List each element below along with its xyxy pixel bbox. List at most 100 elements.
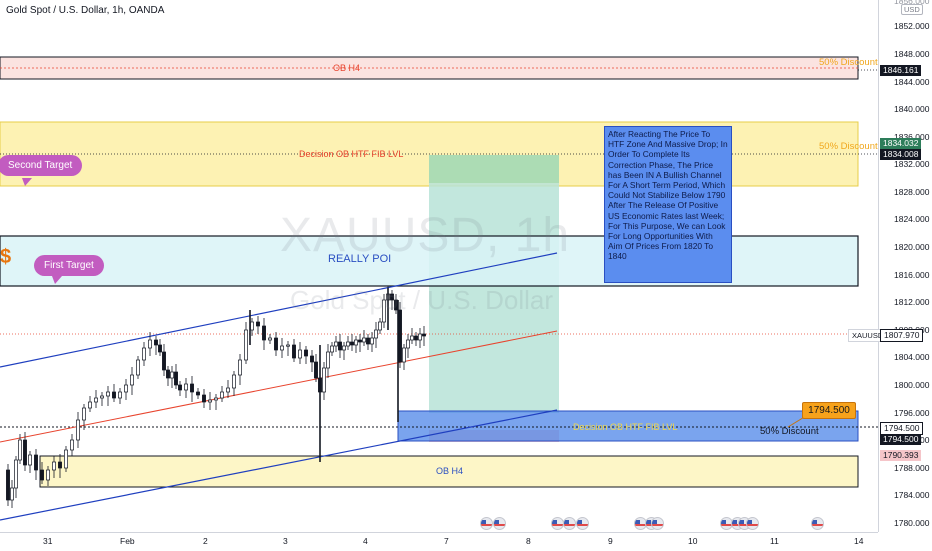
candle-body [10, 487, 14, 501]
candlestick-series[interactable] [6, 286, 426, 508]
candle-body [382, 299, 386, 323]
time-tick: 4 [363, 536, 368, 546]
chart-title: Gold Spot / U.S. Dollar, 1h, OANDA [6, 5, 165, 16]
candle-body [6, 469, 10, 501]
candle-body [14, 459, 18, 489]
candle-body [58, 461, 62, 469]
candle-body [374, 329, 378, 339]
candle-body [322, 367, 326, 393]
candle-body [410, 335, 414, 341]
candle-body [286, 344, 290, 347]
really-poi-label: REALLY POI [328, 253, 392, 265]
candle-body [106, 391, 110, 397]
us-flag-icon[interactable] [634, 517, 647, 530]
name-watermark: Gold Spot / U.S. Dollar [290, 285, 553, 315]
time-tick: 10 [688, 536, 698, 546]
first-target-bubble[interactable]: First Target [34, 255, 104, 276]
candle-body [304, 349, 308, 357]
price-tick: 1780.000 [894, 518, 930, 528]
candle-body [418, 333, 422, 341]
ob-h4-bottom-zone[interactable] [39, 455, 859, 488]
time-tick: 8 [526, 536, 531, 546]
channel-mid-line[interactable] [0, 330, 558, 443]
candle-body [174, 371, 178, 386]
decision-upper-discount: 50% Discount [819, 141, 878, 152]
time-tick: 11 [770, 536, 779, 546]
decision-upper-label: Decision OB HTF FIB LVL [299, 149, 404, 159]
channel-upper-line[interactable] [0, 252, 558, 368]
price-tag-fib-a: 1834.032 [880, 138, 922, 149]
candle-body [354, 339, 358, 346]
candle-body [250, 321, 254, 331]
candle-body [214, 397, 218, 401]
candle-body [292, 344, 296, 359]
currency-button[interactable]: USD [901, 4, 923, 15]
candle-body [390, 293, 394, 301]
ob-h4-bottom-label: OB H4 [436, 466, 464, 476]
candle-body [148, 339, 152, 349]
us-flag-icon[interactable] [493, 517, 506, 530]
candle-body [244, 329, 248, 361]
candle-body [310, 355, 314, 363]
price-tick: 1812.000 [894, 297, 930, 307]
price-tag-fib-b: 1834.008 [880, 149, 922, 160]
candle-body [154, 339, 158, 346]
candle-body [112, 391, 116, 399]
us-flag-icon[interactable] [551, 517, 564, 530]
candle-body [414, 335, 418, 341]
us-flag-icon[interactable] [811, 517, 824, 530]
candle-body [88, 401, 92, 409]
price-tag-current: 1807.970 [880, 329, 924, 342]
candle-body [40, 469, 44, 481]
decision-ob-lower-zone[interactable] [397, 410, 859, 442]
candle-body [280, 345, 284, 351]
price-tick: 1804.000 [894, 352, 930, 362]
second-target-bubble[interactable]: Second Target [0, 155, 83, 176]
candle-body [82, 407, 86, 421]
price-tick: 1852.000 [894, 21, 930, 31]
price-tick: 1824.000 [894, 214, 930, 224]
candle-body [190, 383, 194, 393]
candle-body [366, 337, 370, 345]
candle-body [76, 419, 80, 441]
symbol-watermark: XAUUSD, 1h [280, 209, 571, 262]
candle-body [350, 341, 354, 346]
candle-body [142, 347, 146, 361]
time-tick: 2 [203, 536, 208, 546]
candle-body [64, 449, 68, 469]
candle-body [52, 461, 56, 471]
candle-body [274, 337, 278, 351]
price-tick: 1828.000 [894, 187, 930, 197]
us-flag-icon[interactable] [563, 517, 576, 530]
price-tick: 1800.000 [894, 380, 930, 390]
candle-body [196, 391, 200, 396]
price-tick: 1832.000 [894, 159, 930, 169]
channel-lower-line[interactable] [0, 409, 558, 521]
candle-body [23, 439, 27, 466]
analysis-note[interactable]: After Reacting The Price To HTF Zone And… [604, 126, 732, 283]
candle-body [166, 369, 170, 379]
candle-body [28, 454, 32, 466]
us-flag-icon[interactable] [651, 517, 664, 530]
price-callout[interactable]: 1794.500 [802, 402, 856, 419]
candle-body [398, 309, 402, 363]
us-flag-icon[interactable] [576, 517, 589, 530]
us-flag-icon[interactable] [480, 517, 493, 530]
price-tick-partial: 1856.000 [894, 0, 930, 6]
candle-body [298, 349, 302, 359]
time-axis[interactable] [0, 532, 878, 551]
candle-body [334, 341, 338, 347]
candle-body [346, 341, 350, 347]
us-flag-icon[interactable] [746, 517, 759, 530]
long-position-target-dark [429, 155, 559, 183]
time-tick: 14 [854, 536, 864, 546]
candle-body [402, 347, 406, 363]
candle-body [178, 384, 182, 391]
time-tick: Feb [120, 536, 135, 546]
price-tag-ob-h4: 1846.161 [880, 65, 922, 76]
price-tick: 1848.000 [894, 49, 930, 59]
candle-body [70, 439, 74, 451]
candle-body [226, 387, 230, 393]
